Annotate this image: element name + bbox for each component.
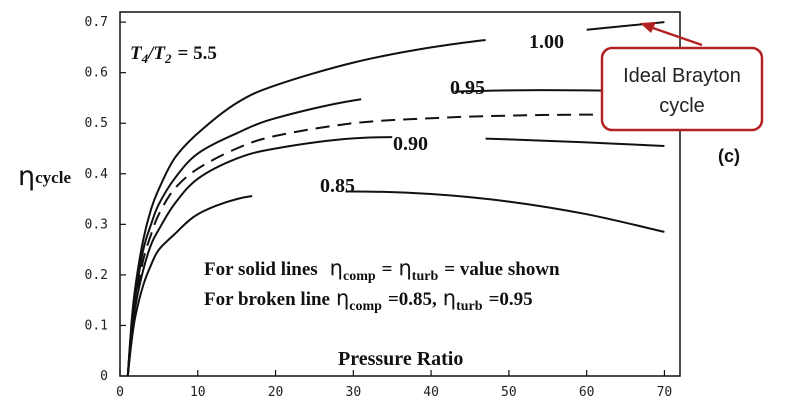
temperature-ratio-label: T4/T2 = 5.5 bbox=[130, 43, 217, 66]
callout-arrow-head bbox=[640, 22, 656, 33]
y-tick-label-2: 0.2 bbox=[85, 268, 108, 283]
note1-eta1: η bbox=[330, 256, 343, 280]
x-tick-label-1: 10 bbox=[190, 385, 206, 400]
x-tick-label-0: 0 bbox=[116, 385, 124, 400]
x-tick-label-2: 20 bbox=[268, 385, 284, 400]
series-line-2 bbox=[126, 113, 665, 377]
series-label-0-90: 0.90 bbox=[393, 133, 428, 155]
x-tick-label-6: 60 bbox=[579, 385, 595, 400]
series-layer: 1.00 0.95 0.90 0.85 bbox=[126, 21, 665, 377]
y-tick-label-7: 0.7 bbox=[85, 15, 108, 30]
y-tick-label-3: 0.3 bbox=[85, 217, 108, 232]
y-axis-label: ηcycle bbox=[18, 161, 71, 192]
y-tick-label-1: 0.1 bbox=[85, 318, 108, 333]
x-tick-label-5: 50 bbox=[501, 385, 517, 400]
series-line-0 bbox=[126, 21, 665, 377]
note1-mid: = bbox=[382, 259, 393, 280]
note2-suffix: =0.95 bbox=[489, 289, 533, 310]
y-axis-label-sub: cycle bbox=[35, 168, 71, 187]
ratio-slash: / bbox=[146, 43, 155, 64]
x-tick-label-7: 70 bbox=[657, 385, 673, 400]
note2-sub1: comp bbox=[349, 299, 382, 314]
ratio-lhs-sub: 4 bbox=[141, 51, 149, 66]
note1-suffix: = value shown bbox=[444, 259, 560, 280]
series-label-0-85: 0.85 bbox=[320, 175, 355, 197]
series-label-1-00: 1.00 bbox=[529, 31, 564, 53]
note1-prefix: For solid lines bbox=[204, 259, 318, 280]
series-line-4 bbox=[126, 190, 665, 377]
note-line-2: For broken line ηcomp =0.85, ηturb =0.95 bbox=[204, 286, 533, 314]
callout-line-1: Ideal Brayton bbox=[623, 65, 741, 87]
callout-line-2: cycle bbox=[659, 95, 705, 117]
note1-sub1: comp bbox=[343, 269, 376, 284]
callout-box: Ideal Brayton cycle bbox=[600, 46, 764, 132]
ratio-value: = 5.5 bbox=[178, 43, 217, 64]
callout-arrow bbox=[640, 22, 703, 47]
y-tick-label-6: 0.6 bbox=[85, 66, 108, 81]
series-label-0-95: 0.95 bbox=[450, 77, 485, 99]
x-tick-label-4: 40 bbox=[423, 385, 439, 400]
y-tick-label-4: 0.4 bbox=[85, 167, 109, 182]
callout-arrow-line bbox=[649, 25, 703, 47]
note1-sub2: turb bbox=[412, 269, 439, 284]
y-tick-label-0: 0 bbox=[100, 369, 108, 384]
ratio-lhs: T bbox=[130, 43, 143, 64]
plot-frame bbox=[119, 11, 681, 377]
y-tick-label-5: 0.5 bbox=[85, 116, 108, 131]
ratio-rhs-sub: 2 bbox=[164, 51, 172, 66]
panel-label: (c) bbox=[718, 146, 740, 166]
x-axis-label: Pressure Ratio bbox=[338, 348, 463, 370]
note-line-1: For solid lines ηcomp = ηturb = value shown bbox=[204, 256, 560, 284]
note2-prefix: For broken line bbox=[204, 289, 330, 310]
y-axis-label-eta: η bbox=[18, 161, 35, 192]
x-tick-label-3: 30 bbox=[346, 385, 362, 400]
note2-sub2: turb bbox=[456, 299, 483, 314]
note2-eta1: η bbox=[336, 286, 349, 310]
series-line-3 bbox=[126, 136, 665, 377]
ratio-rhs: T bbox=[153, 43, 166, 64]
callout-rect bbox=[600, 46, 764, 132]
note1-eta2: η bbox=[398, 256, 411, 280]
series-line-1 bbox=[126, 89, 665, 377]
note2-mid: =0.85, bbox=[388, 289, 437, 310]
note2-eta2: η bbox=[443, 286, 456, 310]
ticks-layer: 0 10 20 30 40 50 60 70 0 0.1 0.2 0.3 0.4 0.5 0.6 0.7 bbox=[85, 15, 673, 400]
